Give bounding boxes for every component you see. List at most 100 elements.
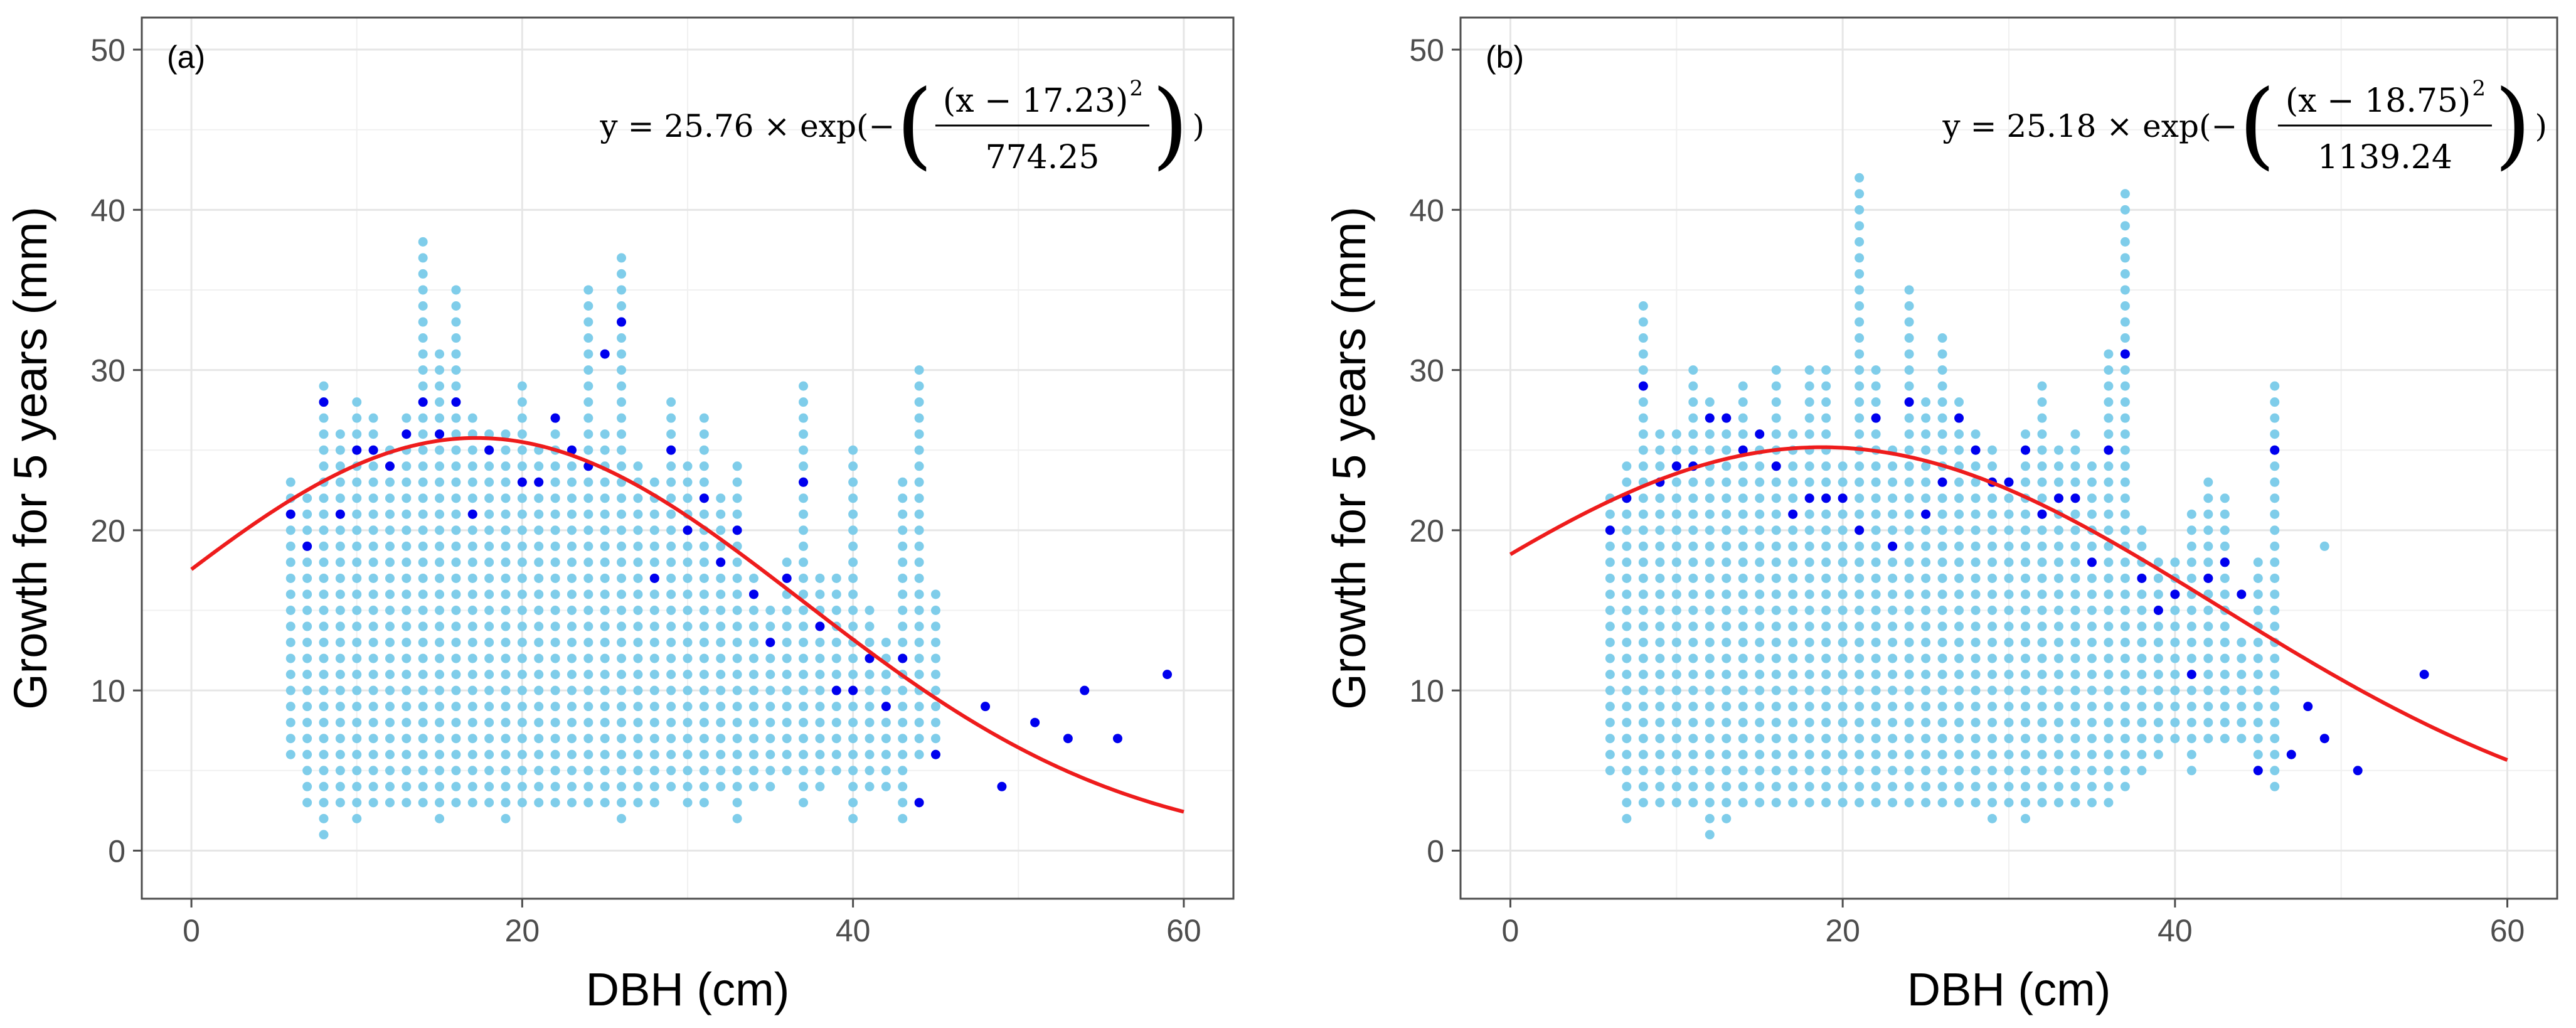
scatter-point: [2270, 461, 2280, 471]
scatter-point: [1755, 493, 1765, 503]
scatter-point: [1688, 702, 1698, 712]
scatter-point: [1638, 798, 1648, 808]
scatter-point: [1855, 589, 1865, 599]
scatter-point: [1738, 429, 1748, 439]
scatter-point: [517, 541, 527, 551]
scatter-point: [2153, 734, 2163, 744]
scatter-point: [1871, 493, 1881, 503]
scatter-point: [1855, 477, 1865, 487]
scatter-point: [2253, 670, 2263, 680]
scatter-point: [1755, 461, 1765, 471]
scatter-point: [368, 781, 378, 791]
scatter-point: [748, 734, 758, 744]
scatter-point: [2137, 638, 2147, 648]
scatter-cloud: [1605, 173, 2329, 840]
scatter-point: [1804, 798, 1814, 808]
scatter-point: [319, 525, 329, 535]
scatter-point: [1971, 429, 1981, 439]
scatter-point: [418, 653, 428, 663]
scatter-point: [699, 702, 709, 712]
scatter-point: [534, 621, 544, 631]
scatter-point: [501, 509, 511, 519]
scatter-point: [1971, 717, 1981, 727]
scatter-point: [1655, 461, 1665, 471]
scatter-point: [848, 606, 858, 616]
scatter-point: [1888, 766, 1898, 776]
scatter-point: [716, 606, 726, 616]
scatter-point: [583, 557, 593, 567]
scatter-point: [1838, 734, 1848, 744]
scatter-point: [2237, 670, 2247, 680]
scatter-point: [2037, 685, 2047, 695]
scatter-point: [649, 541, 659, 551]
scatter-point: [1638, 397, 1648, 407]
highlight-point: [2286, 749, 2296, 759]
scatter-point: [2020, 573, 2030, 583]
scatter-point: [930, 621, 940, 631]
scatter-point: [1904, 445, 1914, 455]
scatter-point: [435, 493, 445, 503]
scatter-point: [2053, 653, 2063, 663]
scatter-point: [335, 702, 345, 712]
big-paren-left: (: [2238, 70, 2275, 179]
scatter-point: [2037, 397, 2047, 407]
scatter-point: [2170, 606, 2180, 616]
scatter-point: [1738, 702, 1748, 712]
scatter-point: [799, 766, 809, 776]
scatter-point: [666, 766, 676, 776]
scatter-point: [1871, 461, 1881, 471]
scatter-point: [2237, 734, 2247, 744]
scatter-point: [2137, 653, 2147, 663]
scatter-point: [1954, 717, 1964, 727]
scatter-point: [1855, 173, 1865, 183]
scatter-point: [782, 717, 792, 727]
scatter-point: [865, 781, 875, 791]
scatter-point: [2220, 573, 2230, 583]
scatter-point: [815, 734, 825, 744]
scatter-point: [517, 557, 527, 567]
scatter-point: [2070, 734, 2080, 744]
scatter-point: [1838, 557, 1848, 567]
scatter-point: [352, 509, 362, 519]
scatter-point: [848, 766, 858, 776]
scatter-point: [1722, 717, 1732, 727]
scatter-point: [649, 734, 659, 744]
scatter-point: [2087, 606, 2097, 616]
scatter-point: [1788, 606, 1798, 616]
scatter-point: [352, 781, 362, 791]
scatter-point: [600, 541, 610, 551]
scatter-point: [467, 749, 477, 759]
scatter-point: [2070, 557, 2080, 567]
highlight-point: [2053, 493, 2063, 503]
scatter-point: [1821, 509, 1831, 519]
scatter-point: [799, 557, 809, 567]
scatter-point: [335, 638, 345, 648]
scatter-point: [1871, 509, 1881, 519]
scatter-point: [1904, 461, 1914, 471]
scatter-point: [1904, 333, 1914, 343]
scatter-point: [1988, 798, 1998, 808]
scatter-point: [1971, 766, 1981, 776]
scatter-point: [352, 429, 362, 439]
scatter-point: [649, 670, 659, 680]
scatter-point: [1705, 493, 1715, 503]
scatter-point: [319, 734, 329, 744]
scatter-point: [1638, 781, 1648, 791]
highlight-point: [451, 397, 461, 407]
scatter-point: [467, 413, 477, 423]
scatter-point: [1638, 541, 1648, 551]
scatter-point: [1788, 749, 1798, 759]
scatter-point: [1888, 477, 1898, 487]
scatter-point: [1722, 653, 1732, 663]
scatter-point: [319, 429, 329, 439]
scatter-point: [600, 429, 610, 439]
scatter-point: [898, 621, 908, 631]
scatter-point: [848, 541, 858, 551]
scatter-point: [1888, 525, 1898, 535]
scatter-point: [1755, 525, 1765, 535]
scatter-point: [1921, 670, 1931, 680]
scatter-point: [716, 493, 726, 503]
scatter-point: [1671, 621, 1681, 631]
scatter-point: [418, 685, 428, 695]
scatter-point: [2137, 685, 2147, 695]
